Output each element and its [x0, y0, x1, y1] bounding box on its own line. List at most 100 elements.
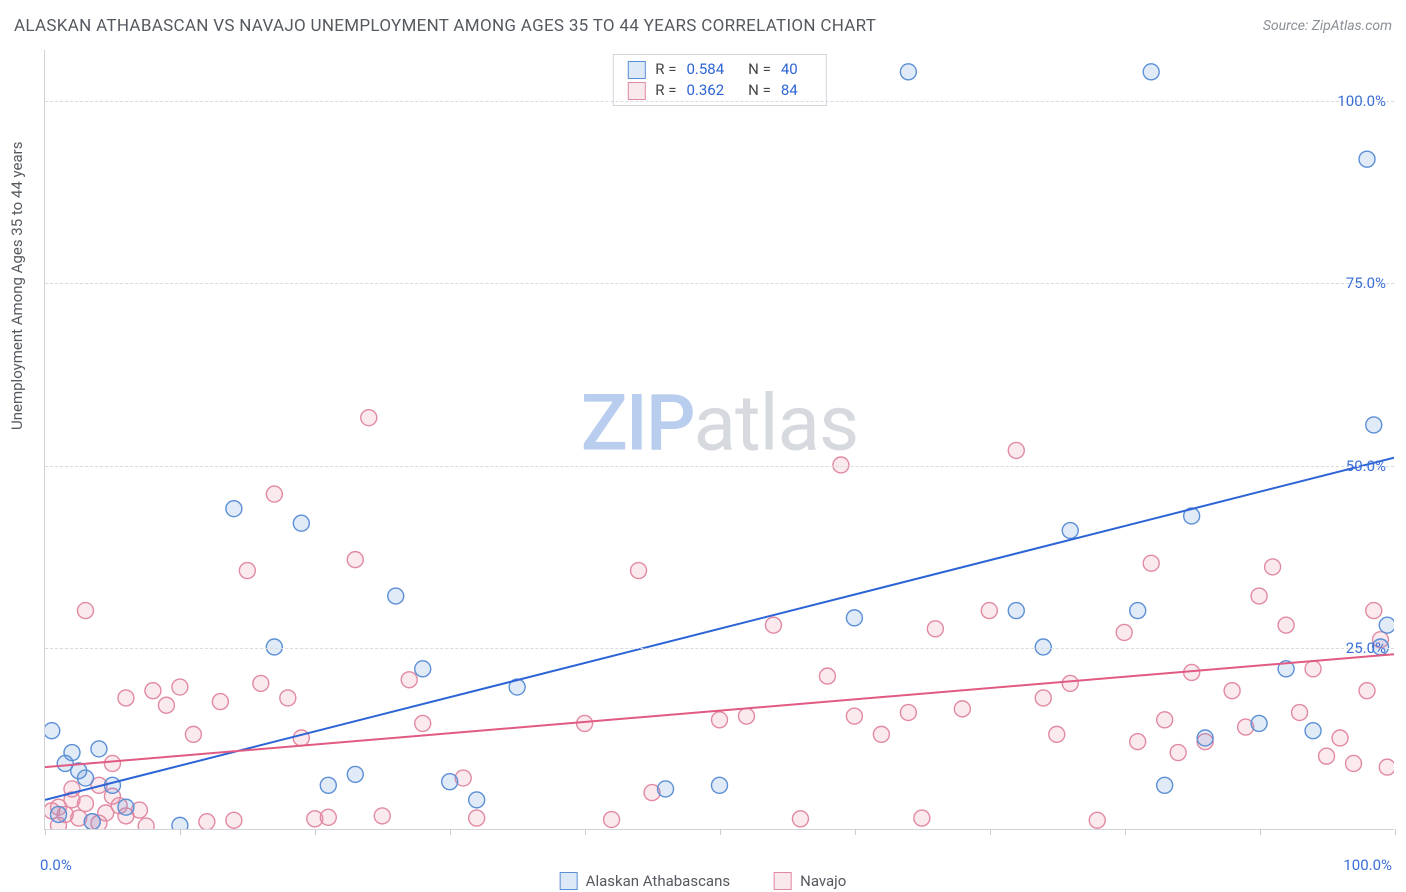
y-axis-label: Unemployment Among Ages 35 to 44 years [8, 142, 26, 430]
data-point [226, 812, 242, 828]
data-point [1346, 755, 1362, 771]
data-point [415, 715, 431, 731]
data-point [199, 814, 215, 829]
data-point [145, 683, 161, 699]
r-value-navajo: 0.362 [686, 80, 724, 101]
legend-swatch-athabascan [560, 872, 578, 890]
data-point [118, 690, 134, 706]
data-point [45, 723, 60, 739]
legend-label-athabascan: Alaskan Athabascans [586, 872, 730, 890]
series-legend: Alaskan Athabascans Navajo [560, 872, 847, 890]
chart-area: ZIPatlas R = 0.584 N = 40 R = 0.362 N = … [44, 50, 1394, 830]
data-point [1292, 705, 1308, 721]
y-tick-label: 25.0% [1346, 639, 1386, 657]
n-value-athabascan: 40 [781, 59, 798, 80]
y-tick-label: 100.0% [1337, 92, 1386, 110]
data-point [765, 617, 781, 633]
legend-swatch-navajo [774, 872, 792, 890]
data-point [1143, 555, 1159, 571]
data-point [792, 811, 808, 827]
y-tick-label: 50.0% [1346, 457, 1386, 475]
data-point [1332, 730, 1348, 746]
data-point [266, 486, 282, 502]
data-point [1035, 690, 1051, 706]
data-point [442, 774, 458, 790]
data-point [954, 701, 970, 717]
data-point [320, 809, 336, 825]
swatch-athabascan [627, 61, 645, 79]
chart-title: ALASKAN ATHABASCAN VS NAVAJO UNEMPLOYMEN… [14, 16, 876, 36]
data-point [401, 672, 417, 688]
swatch-navajo [627, 82, 645, 100]
data-point [1008, 442, 1024, 458]
data-point [415, 661, 431, 677]
data-point [138, 818, 154, 829]
data-point [77, 770, 93, 786]
data-point [1130, 734, 1146, 750]
scatter-plot [45, 50, 1394, 829]
data-point [1157, 712, 1173, 728]
data-point [280, 690, 296, 706]
data-point [293, 515, 309, 531]
data-point [1366, 417, 1382, 433]
data-point [1157, 777, 1173, 793]
data-point [1089, 812, 1105, 828]
data-point [77, 796, 93, 812]
data-point [469, 810, 485, 826]
data-point [1265, 559, 1281, 575]
data-point [900, 705, 916, 721]
data-point [927, 621, 943, 637]
data-point [1143, 64, 1159, 80]
data-point [50, 806, 66, 822]
data-point [212, 694, 228, 710]
data-point [361, 410, 377, 426]
data-point [172, 817, 188, 829]
data-point [631, 563, 647, 579]
data-point [226, 501, 242, 517]
data-point [981, 603, 997, 619]
data-point [293, 730, 309, 746]
data-point [658, 781, 674, 797]
trend-line [45, 458, 1394, 800]
data-point [1359, 683, 1375, 699]
data-point [104, 777, 120, 793]
data-point [239, 563, 255, 579]
data-point [158, 697, 174, 713]
data-point [469, 792, 485, 808]
data-point [1224, 683, 1240, 699]
data-point [1379, 759, 1394, 775]
data-point [1251, 715, 1267, 731]
data-point [91, 741, 107, 757]
x-tick-100: 100.0% [1343, 856, 1392, 874]
data-point [1130, 603, 1146, 619]
data-point [388, 588, 404, 604]
data-point [64, 745, 80, 761]
data-point [84, 814, 100, 829]
data-point [1049, 726, 1065, 742]
data-point [1319, 748, 1335, 764]
data-point [253, 675, 269, 691]
data-point [604, 812, 620, 828]
data-point [347, 552, 363, 568]
source-label: Source: ZipAtlas.com [1263, 18, 1392, 34]
data-point [347, 766, 363, 782]
data-point [1197, 730, 1213, 746]
data-point [819, 668, 835, 684]
data-point [873, 726, 889, 742]
data-point [1379, 617, 1394, 633]
data-point [1359, 151, 1375, 167]
data-point [846, 610, 862, 626]
data-point [1062, 675, 1078, 691]
data-point [320, 777, 336, 793]
data-point [118, 799, 134, 815]
data-point [1170, 745, 1186, 761]
data-point [900, 64, 916, 80]
data-point [914, 810, 930, 826]
y-tick-label: 75.0% [1346, 274, 1386, 292]
data-point [712, 777, 728, 793]
data-point [1305, 661, 1321, 677]
data-point [738, 708, 754, 724]
data-point [1251, 588, 1267, 604]
legend-label-navajo: Navajo [800, 872, 846, 890]
data-point [77, 603, 93, 619]
